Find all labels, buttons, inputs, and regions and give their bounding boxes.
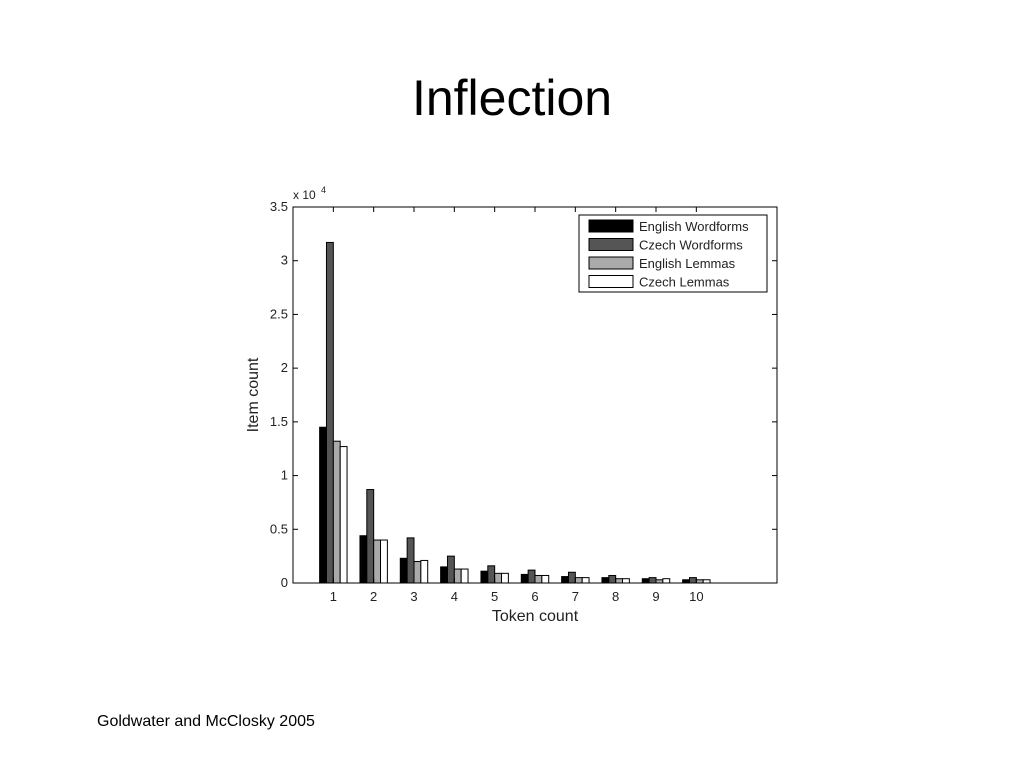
x-tick-label: 7 xyxy=(572,589,579,604)
bar xyxy=(601,577,610,584)
y-multiplier: x 10 xyxy=(293,188,316,202)
bar xyxy=(480,570,489,584)
footer: Goldwater and McClosky 2005 xyxy=(97,713,315,730)
y-multiplier-exponent: 4 xyxy=(321,185,326,195)
bar xyxy=(541,574,550,584)
x-tick-label: 4 xyxy=(451,589,458,604)
legend-swatch xyxy=(588,238,634,251)
bar xyxy=(440,566,448,584)
bar xyxy=(641,578,650,584)
x-tick-label: 2 xyxy=(370,589,377,604)
x-tick-label: 5 xyxy=(491,589,498,604)
bar xyxy=(567,571,576,584)
bar xyxy=(561,576,569,584)
bar xyxy=(325,241,334,584)
bar xyxy=(608,574,617,584)
bar xyxy=(332,440,341,584)
bar xyxy=(406,537,415,584)
bar xyxy=(520,573,529,584)
bar xyxy=(615,578,624,584)
legend-swatch xyxy=(588,275,634,288)
bar xyxy=(453,568,462,584)
y-tick-label: 2 xyxy=(281,360,288,375)
x-axis-label: Token count xyxy=(492,608,579,625)
bar xyxy=(581,577,590,584)
bar xyxy=(446,555,455,584)
y-tick-label: 0 xyxy=(281,575,288,590)
chart: 0 0.5 1 1.5 2 2.5 3 3.5 1 2 3 4 5 6 7 8 9 10 Token count It… xyxy=(245,185,778,625)
bar xyxy=(688,577,697,584)
x-tick-label: 10 xyxy=(689,589,703,604)
y-tick-label: 2.5 xyxy=(270,306,288,321)
y-tick-label: 0.5 xyxy=(270,521,288,536)
x-tick-label: 3 xyxy=(410,589,417,604)
bar xyxy=(494,572,503,584)
bar xyxy=(380,539,388,584)
bar xyxy=(373,539,382,584)
x-tick-label: 9 xyxy=(652,589,659,604)
legend-swatch xyxy=(588,256,634,270)
y-tick-label: 3 xyxy=(281,253,288,268)
bar xyxy=(339,446,348,584)
bar xyxy=(574,577,583,584)
x-tick-label: 1 xyxy=(330,589,337,604)
bar xyxy=(501,572,509,584)
y-axis-label: Item count xyxy=(245,357,262,432)
legend-label: English Lemmas xyxy=(639,256,736,271)
bar xyxy=(366,489,375,584)
legend-label: English Wordforms xyxy=(639,219,749,234)
bar xyxy=(420,559,429,584)
slide-title: Inflection xyxy=(412,70,612,126)
bar xyxy=(460,568,469,584)
bar xyxy=(399,557,408,584)
bar xyxy=(648,577,657,584)
y-tick-label: 1.5 xyxy=(270,414,288,429)
bar xyxy=(487,565,496,584)
bar xyxy=(319,426,327,584)
bar xyxy=(622,578,630,584)
legend-label: Czech Lemmas xyxy=(639,275,730,290)
bar xyxy=(534,574,543,584)
bar xyxy=(413,561,422,584)
x-tick-label: 6 xyxy=(531,589,538,604)
y-tick-label: 3.5 xyxy=(270,199,288,214)
y-tick-label: 1 xyxy=(281,468,288,483)
bar xyxy=(662,578,671,584)
x-tick-label: 8 xyxy=(612,589,619,604)
bar xyxy=(359,535,368,584)
legend-label: Czech Wordforms xyxy=(639,238,743,253)
bar xyxy=(527,569,536,584)
legend-swatch xyxy=(588,219,634,233)
